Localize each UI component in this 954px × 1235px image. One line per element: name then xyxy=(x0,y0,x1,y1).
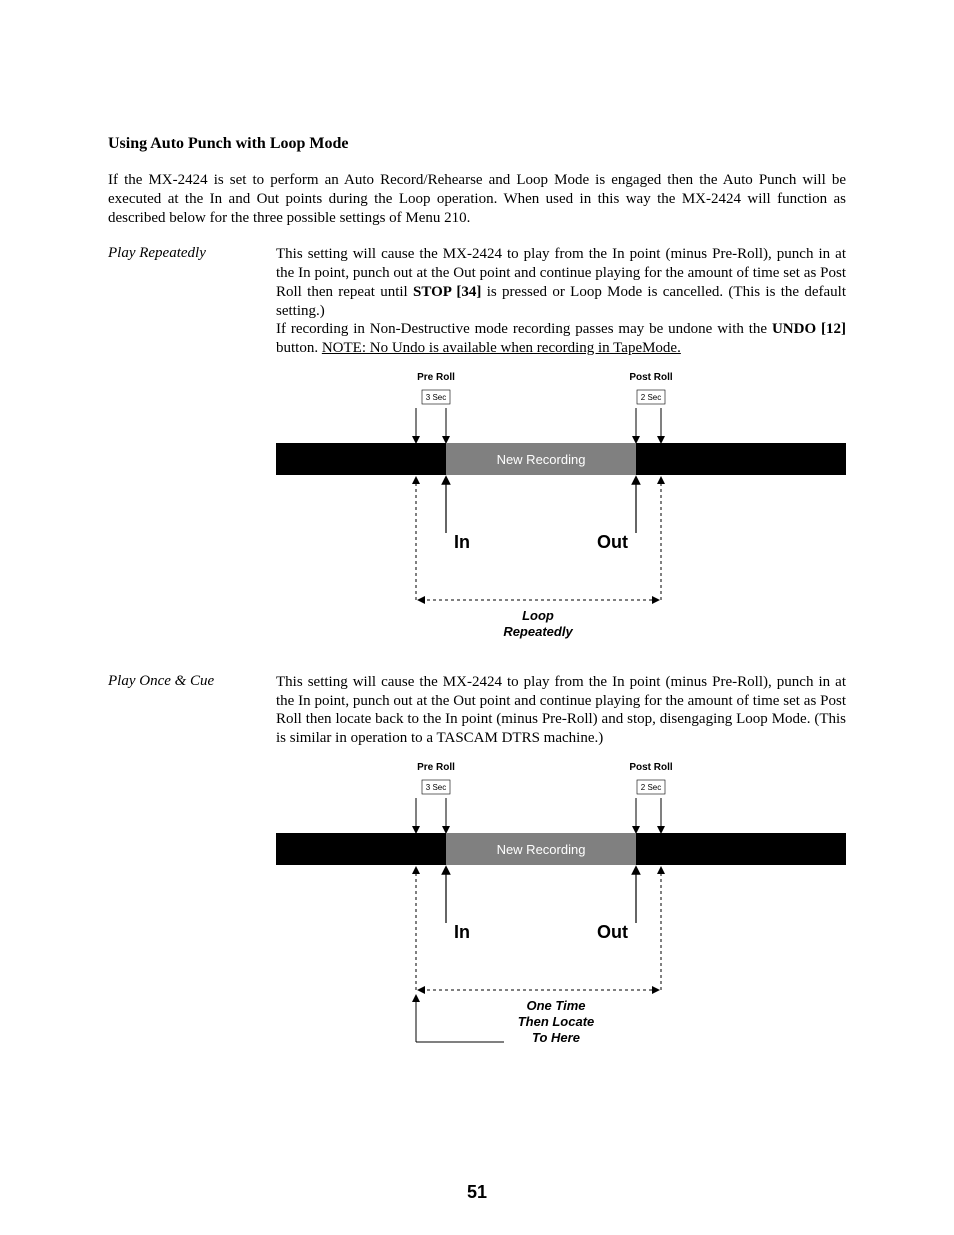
out-label: Out xyxy=(597,922,628,942)
diagram1-caption-l1: Loop xyxy=(522,608,554,623)
pre-roll-time: 3 Sec xyxy=(426,783,446,792)
pre-roll-label: Pre Roll xyxy=(417,372,455,383)
diagram2-caption-l3: To Here xyxy=(532,1030,580,1045)
body-play-once-cue: This setting will cause the MX-2424 to p… xyxy=(276,673,846,748)
text-bold: UNDO [12] xyxy=(772,321,846,337)
text-underline: NOTE: No Undo is available when recordin… xyxy=(322,340,681,356)
post-roll-time: 2 Sec xyxy=(641,783,661,792)
diagram1-caption-l2: Repeatedly xyxy=(503,624,573,639)
page: Using Auto Punch with Loop Mode If the M… xyxy=(0,0,954,1235)
in-label: In xyxy=(454,532,470,552)
diagram-svg: Pre Roll Post Roll 3 Sec 2 Sec New Recor… xyxy=(276,758,846,1058)
term-play-repeatedly: Play Repeatedly xyxy=(108,245,276,358)
post-roll-label: Post Roll xyxy=(629,372,673,383)
out-label: Out xyxy=(597,532,628,552)
pre-roll-time: 3 Sec xyxy=(426,393,446,402)
text-bold: STOP [34] xyxy=(413,284,481,300)
text: button. xyxy=(276,340,322,356)
in-label: In xyxy=(454,922,470,942)
post-roll-label: Post Roll xyxy=(629,762,673,773)
intro-paragraph: If the MX-2424 is set to perform an Auto… xyxy=(108,171,846,227)
diagram-svg: Pre Roll Post Roll 3 Sec 2 Sec New Recor… xyxy=(276,368,846,648)
diagram-play-once-cue: Pre Roll Post Roll 3 Sec 2 Sec New Recor… xyxy=(276,758,846,1063)
text: This setting will cause the MX-2424 to p… xyxy=(276,673,846,748)
page-number: 51 xyxy=(0,1182,954,1203)
definition-play-once-cue: Play Once & Cue This setting will cause … xyxy=(108,673,846,748)
body-play-repeatedly: This setting will cause the MX-2424 to p… xyxy=(276,245,846,358)
new-recording-label: New Recording xyxy=(497,452,586,467)
new-recording-label: New Recording xyxy=(497,842,586,857)
term-play-once-cue: Play Once & Cue xyxy=(108,673,276,748)
text: If recording in Non-Destructive mode rec… xyxy=(276,321,772,337)
diagram-loop-repeatedly: Pre Roll Post Roll 3 Sec 2 Sec New Recor… xyxy=(276,368,846,653)
diagram2-caption-l2: Then Locate xyxy=(518,1014,595,1029)
pre-roll-label: Pre Roll xyxy=(417,762,455,773)
diagram2-caption-l1: One Time xyxy=(526,998,585,1013)
definition-play-repeatedly: Play Repeatedly This setting will cause … xyxy=(108,245,846,358)
post-roll-time: 2 Sec xyxy=(641,393,661,402)
section-heading: Using Auto Punch with Loop Mode xyxy=(108,135,846,153)
